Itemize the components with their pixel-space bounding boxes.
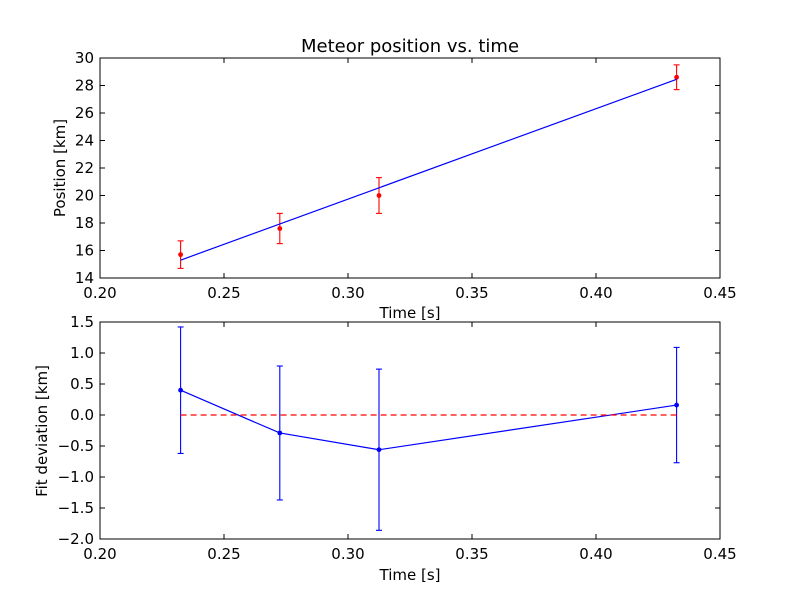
x-tick-label: 0.20 <box>83 545 116 563</box>
series-line <box>180 78 677 261</box>
y-tick-label: 1.0 <box>70 344 94 362</box>
data-point <box>376 447 382 453</box>
data-point <box>674 402 679 408</box>
y-tick-label: 0.0 <box>70 406 94 424</box>
x-tick-label: 0.30 <box>331 284 364 302</box>
x-tick-label: 0.45 <box>703 545 736 563</box>
x-tick-label: 0.25 <box>207 545 240 563</box>
data-point <box>178 387 184 393</box>
y-tick-label: 1.5 <box>70 313 94 331</box>
chart-title: Meteor position vs. time <box>301 36 519 57</box>
x-tick-label: 0.40 <box>579 545 612 563</box>
y-tick-label: −0.5 <box>58 437 94 455</box>
x-tick-label: 0.35 <box>455 545 488 563</box>
y-tick-label: 30 <box>75 49 94 67</box>
y-tick-label: 28 <box>75 77 94 95</box>
y-tick-label: 0.5 <box>70 375 94 393</box>
y-tick-label: 24 <box>75 132 94 150</box>
deviation-chart: 0.20 0.25 0.30 0.35 0.40 0.45 −2.0 −1.5 −1.0 −0.5… <box>33 313 737 584</box>
data-point <box>178 252 184 258</box>
plot-frame <box>99 321 721 540</box>
series-line <box>180 389 677 451</box>
y-tick-label: 22 <box>75 159 94 177</box>
y-tick-label: −1.5 <box>58 499 94 517</box>
x-tick-label: 0.20 <box>83 284 116 302</box>
data-point <box>277 226 283 231</box>
x-axis-label: Time [s] <box>379 304 441 322</box>
y-tick-label: −2.0 <box>58 530 94 548</box>
x-tick-label: 0.45 <box>703 284 736 302</box>
y-tick-label: 20 <box>75 187 94 205</box>
data-point <box>674 74 679 80</box>
x-tick-label: 0.25 <box>207 284 240 302</box>
y-tick-label: 14 <box>75 269 94 287</box>
y-tick-label: 26 <box>75 104 94 122</box>
x-axis-label: Time [s] <box>379 566 441 584</box>
y-axis-label: Fit deviation [km] <box>33 365 51 497</box>
data-point <box>376 193 382 198</box>
position-chart: Meteor position vs. time 0.20 0.25 0.30 0.3… <box>51 36 737 322</box>
x-tick-label: 0.35 <box>455 284 488 302</box>
data-point <box>277 430 283 436</box>
x-tick-label: 0.30 <box>331 545 364 563</box>
x-tick-label: 0.40 <box>579 284 612 302</box>
y-tick-label: 18 <box>75 214 94 232</box>
y-tick-label: 16 <box>75 242 94 260</box>
deviation-plot-area: 0.20 0.25 0.30 0.35 0.40 0.45 −2.0 −1.5 −1.0 −0.5… <box>58 313 737 563</box>
y-axis-label: Position [km] <box>51 119 69 217</box>
position-plot-area: 0.20 0.25 0.30 0.35 0.40 0.45 14 16 18 20 22 24 26 28… <box>75 49 737 302</box>
y-tick-label: −1.0 <box>58 468 94 486</box>
